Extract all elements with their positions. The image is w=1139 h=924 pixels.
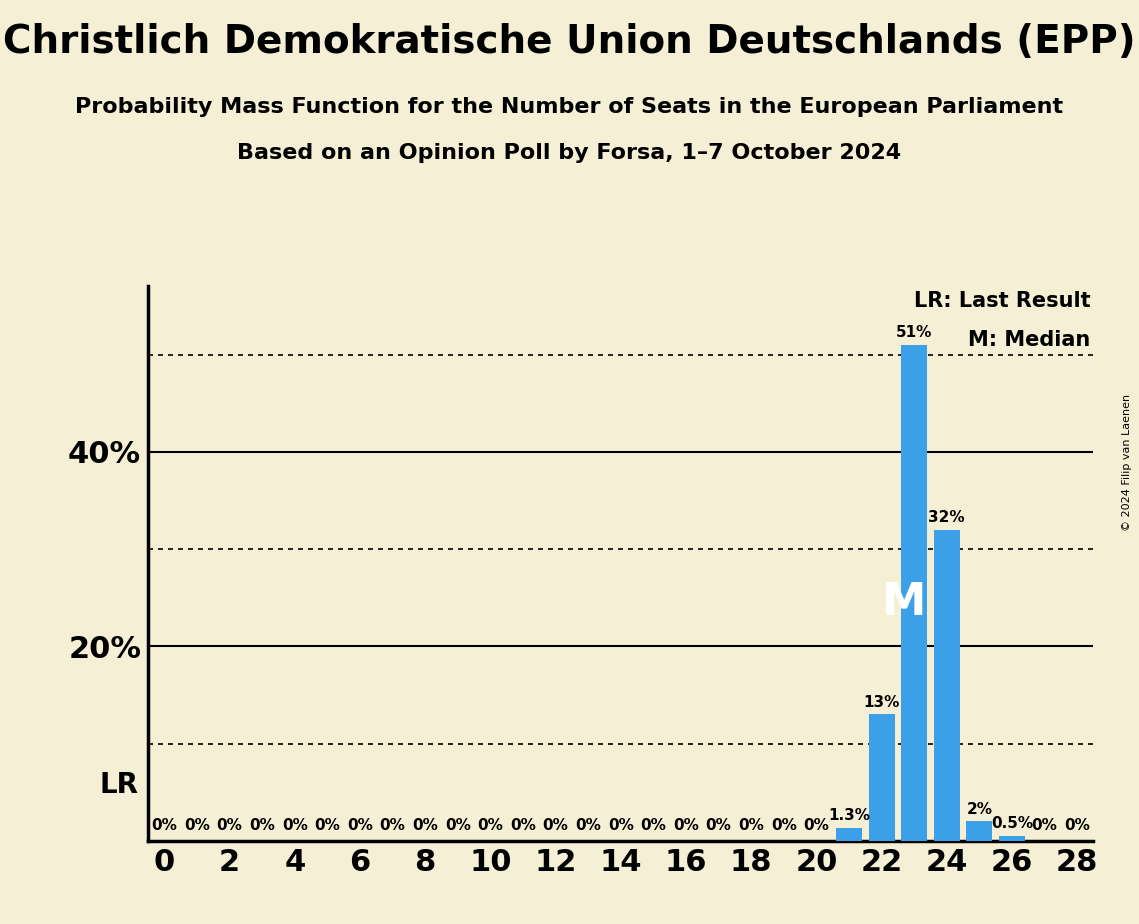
Text: © 2024 Filip van Laenen: © 2024 Filip van Laenen — [1122, 394, 1132, 530]
Text: 0%: 0% — [510, 818, 535, 833]
Text: Based on an Opinion Poll by Forsa, 1–7 October 2024: Based on an Opinion Poll by Forsa, 1–7 O… — [237, 143, 902, 164]
Bar — [999, 836, 1025, 841]
Text: 0%: 0% — [314, 818, 341, 833]
Bar — [869, 714, 894, 841]
Text: 0%: 0% — [249, 818, 276, 833]
Text: 51%: 51% — [896, 325, 933, 340]
Text: 0%: 0% — [706, 818, 731, 833]
Text: 0%: 0% — [673, 818, 699, 833]
Text: 0%: 0% — [1064, 818, 1090, 833]
Text: LR: Last Result: LR: Last Result — [913, 291, 1090, 311]
Text: 0%: 0% — [445, 818, 470, 833]
Text: 0%: 0% — [216, 818, 243, 833]
Text: 0%: 0% — [477, 818, 503, 833]
Text: 0%: 0% — [771, 818, 796, 833]
Text: 0%: 0% — [412, 818, 439, 833]
Bar — [836, 828, 862, 841]
Text: M: M — [883, 581, 926, 625]
Text: 0%: 0% — [575, 818, 601, 833]
Bar — [934, 529, 960, 841]
Text: M: Median: M: Median — [968, 330, 1090, 350]
Text: 1.3%: 1.3% — [828, 808, 870, 823]
Text: 0%: 0% — [542, 818, 568, 833]
Text: 0%: 0% — [347, 818, 372, 833]
Text: 2%: 2% — [966, 801, 992, 817]
Text: 0.5%: 0.5% — [991, 816, 1033, 831]
Text: 0%: 0% — [379, 818, 405, 833]
Text: 0%: 0% — [608, 818, 633, 833]
Text: Christlich Demokratische Union Deutschlands (EPP): Christlich Demokratische Union Deutschla… — [3, 23, 1136, 61]
Text: 0%: 0% — [803, 818, 829, 833]
Bar — [901, 345, 927, 841]
Text: 0%: 0% — [738, 818, 764, 833]
Text: Probability Mass Function for the Number of Seats in the European Parliament: Probability Mass Function for the Number… — [75, 97, 1064, 117]
Text: 32%: 32% — [928, 510, 965, 525]
Text: 0%: 0% — [281, 818, 308, 833]
Text: LR: LR — [99, 772, 138, 799]
Text: 0%: 0% — [151, 818, 178, 833]
Text: 13%: 13% — [863, 695, 900, 710]
Bar — [966, 821, 992, 841]
Text: 0%: 0% — [640, 818, 666, 833]
Text: 0%: 0% — [1032, 818, 1057, 833]
Text: 0%: 0% — [185, 818, 210, 833]
